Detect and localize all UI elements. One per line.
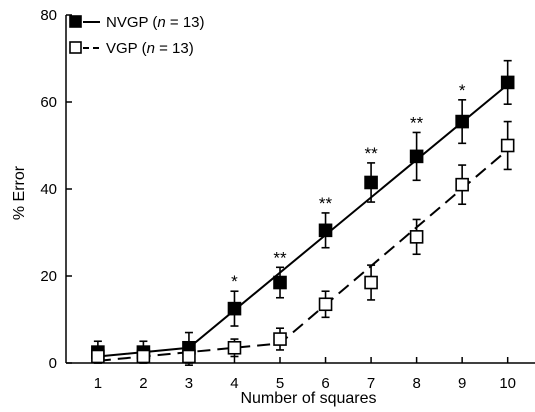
x-tick-label: 10 — [499, 375, 516, 392]
y-tick-label: 0 — [49, 355, 57, 372]
filled-square-marker — [364, 175, 378, 190]
data-point — [273, 266, 287, 299]
significance-marker: ** — [410, 113, 424, 132]
x-tick-label: 5 — [276, 375, 284, 392]
x-tick-label: 7 — [367, 375, 375, 392]
data-point — [455, 164, 469, 206]
open-square-marker — [91, 349, 105, 364]
significance-marker: ** — [319, 194, 333, 213]
x-tick-label: 2 — [139, 375, 147, 392]
legend-label: VGP (n = 13) — [106, 40, 194, 57]
data-point — [500, 120, 515, 171]
open-square-marker — [227, 340, 242, 355]
data-point — [318, 290, 333, 319]
open-square-marker — [318, 297, 333, 312]
data-point — [182, 346, 196, 366]
x-tick-label: 4 — [230, 375, 238, 392]
data-point — [227, 338, 242, 358]
legend-open-square-icon — [69, 41, 82, 54]
data-point — [273, 327, 287, 351]
filled-square-marker — [455, 114, 469, 129]
data-point — [409, 218, 424, 256]
significance-marker: ** — [364, 144, 378, 163]
open-square-marker — [364, 275, 378, 290]
filled-square-marker — [409, 149, 424, 164]
y-tick-label: 60 — [40, 94, 57, 111]
open-square-marker — [273, 332, 287, 346]
legend: NVGP (n = 13) VGP (n = 13) — [69, 14, 205, 57]
y-tick-label: 80 — [40, 7, 57, 24]
significance-marker: * — [459, 81, 466, 100]
filled-square-marker — [500, 75, 515, 90]
x-axis-title: Number of squares — [240, 390, 376, 407]
data-point — [91, 349, 105, 364]
x-tick-label: 6 — [321, 375, 329, 392]
open-square-marker — [136, 349, 151, 364]
filled-square-marker — [318, 223, 333, 238]
open-square-marker — [182, 349, 196, 364]
open-square-marker — [409, 230, 424, 244]
significance-marker: * — [231, 272, 238, 291]
significance-marker: ** — [273, 248, 287, 267]
series-line-0 — [97, 83, 509, 358]
x-tick-label: 1 — [94, 375, 102, 392]
data-point — [227, 290, 242, 327]
filled-square-marker — [273, 275, 287, 290]
x-tick-label: 9 — [458, 375, 466, 392]
y-tick-label: 40 — [40, 181, 57, 198]
open-square-marker — [455, 177, 469, 192]
x-tick-label: 8 — [412, 375, 420, 392]
data-point — [136, 349, 151, 364]
data-point — [318, 212, 333, 249]
y-axis-title: % Error — [11, 165, 28, 220]
data-point — [364, 162, 378, 203]
filled-square-marker — [227, 301, 242, 316]
data-point — [500, 59, 515, 105]
open-square-marker — [500, 138, 515, 153]
y-tick-label: 20 — [40, 268, 57, 285]
series-line-1 — [97, 149, 509, 362]
x-tick-label: 3 — [185, 375, 193, 392]
legend-label: NVGP (n = 13) — [106, 14, 205, 31]
data-point — [364, 264, 378, 301]
legend-filled-square-icon — [69, 15, 82, 28]
data-point — [409, 131, 424, 182]
data-point — [455, 99, 469, 145]
